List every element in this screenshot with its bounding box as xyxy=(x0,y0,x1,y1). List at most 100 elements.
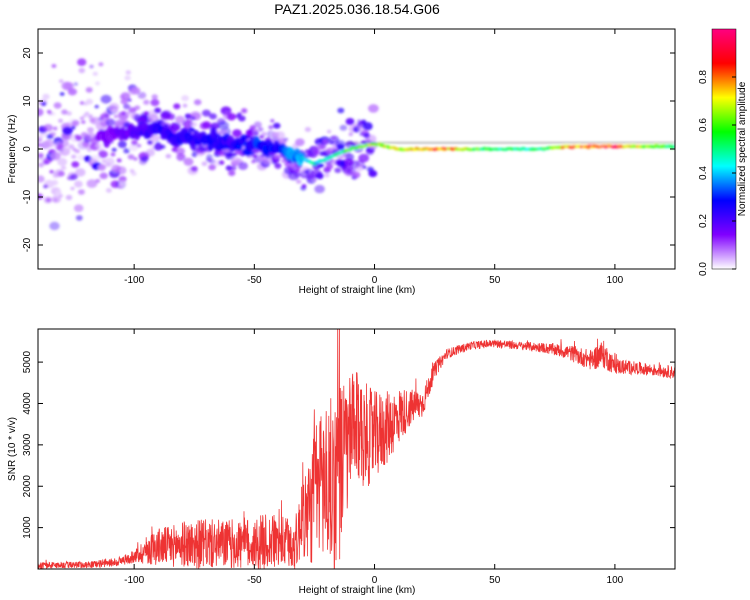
spectrogram-noise-blob xyxy=(51,195,62,204)
snr-series-line xyxy=(38,329,675,569)
spectrogram-noise-blob xyxy=(71,161,80,168)
spectrogram-noise-blob xyxy=(77,154,85,161)
spectrogram-noise-blob xyxy=(92,71,99,76)
spectrogram-noise-blob xyxy=(362,122,373,131)
spectrogram-noise-blob xyxy=(352,171,361,179)
spectrogram-noise-blob xyxy=(121,111,127,116)
spectrogram-noise-blob xyxy=(60,165,67,171)
spectrogram-noise-blob xyxy=(95,142,103,149)
spectrogram-y-tick-label: -10 xyxy=(22,189,33,204)
spectrogram-x-tick-label: 100 xyxy=(607,275,624,286)
spectrogram-noise-blob xyxy=(57,157,68,166)
spectrogram-noise-blob xyxy=(124,104,132,110)
spectrogram-noise-blob xyxy=(337,107,345,114)
spectrogram-noise-blob xyxy=(296,179,302,184)
spectrogram-noise-blob xyxy=(51,179,59,186)
snr-x-axis-label: Height of straight line (km) xyxy=(299,585,416,596)
spectrogram-noise-blob xyxy=(89,154,101,164)
spectrogram-noise-blob xyxy=(124,75,131,81)
spectrogram-noise-blob xyxy=(226,113,237,121)
spectrogram-noise-blob xyxy=(150,99,160,107)
spectrogram-noise-blob xyxy=(225,165,233,171)
spectrogram-noise-blob xyxy=(59,92,65,96)
spectrogram-y-tick-label: 20 xyxy=(22,47,33,59)
spectrogram-noise-blob xyxy=(202,109,211,117)
spectrogram-noise-blob xyxy=(49,151,61,161)
spectrogram-x-tick-label: -50 xyxy=(247,275,262,286)
spectrogram-noise-blob xyxy=(51,112,56,116)
spectrogram-noise-blob xyxy=(71,119,80,127)
spectrogram-noise-blob xyxy=(358,153,370,163)
spectrogram-noise-blob xyxy=(77,58,87,66)
spectrogram-noise-blob xyxy=(79,116,85,121)
spectrogram-noise-blob xyxy=(315,172,324,180)
snr-x-tick-label: -100 xyxy=(124,575,144,586)
spectrogram-noise-blob xyxy=(184,113,192,119)
spectrogram-noise-blob xyxy=(136,144,142,148)
spectrogram-noise-blob xyxy=(368,104,379,113)
spectrogram-noise-blob xyxy=(295,138,305,147)
snr-x-tick-label: 0 xyxy=(372,575,378,586)
spectrogram-noise-blob xyxy=(362,165,367,169)
spectrogram-noise-blob xyxy=(81,120,86,124)
spectrogram-noise-blob xyxy=(51,64,57,68)
spectrogram-noise-blob xyxy=(75,135,83,141)
colorbar-tick-label: 0.0 xyxy=(698,262,709,276)
spectrogram-noise-blob xyxy=(361,119,367,124)
spectrogram-noise-blob xyxy=(232,129,242,138)
spectrogram-noise-blob xyxy=(321,139,329,145)
spectrogram-noise-blob xyxy=(301,184,307,188)
spectrogram-noise-blob xyxy=(115,166,127,175)
spectrogram-noise-blob xyxy=(71,125,76,130)
spectrogram-noise-blob xyxy=(42,93,50,100)
spectrogram-noise-blob xyxy=(116,158,122,163)
spectrogram-noise-blob xyxy=(365,134,377,144)
spectrogram-noise-blob xyxy=(58,193,64,198)
spectrogram-x-axis-label: Height of straight line (km) xyxy=(299,285,416,296)
colorbar-scale xyxy=(711,28,737,270)
spectrogram-noise-blob xyxy=(208,164,216,171)
spectrogram-noise-blob xyxy=(281,159,286,163)
spectrogram-noise-blob xyxy=(111,147,117,152)
spectrogram-noise-blob xyxy=(151,134,160,142)
spectrogram-noise-blob xyxy=(38,175,45,183)
spectrogram-noise-blob xyxy=(190,166,198,172)
snr-y-axis-label: SNR (10 * v/v) xyxy=(7,417,18,481)
spectrogram-noise-blob xyxy=(335,140,346,149)
spectrogram-noise-blob xyxy=(68,144,75,150)
colorbar-label: Normalized spectral amplitude xyxy=(737,81,748,216)
spectrogram-noise-blob xyxy=(128,107,137,114)
spectrogram-noise-blob xyxy=(314,184,325,194)
spectrogram-noise-blob xyxy=(67,88,77,96)
snr-y-tick-label: 2000 xyxy=(22,475,33,498)
spectrogram-noise-blob xyxy=(52,126,58,131)
spectrogram-noise-blob xyxy=(117,140,127,148)
spectrogram-noise-blob xyxy=(78,67,86,74)
spectrogram-noise-blob xyxy=(49,170,54,174)
spectrogram-noise-blob xyxy=(50,131,56,137)
snr-y-tick-label: 1000 xyxy=(22,516,33,539)
spectrogram-noise-blob xyxy=(105,118,116,127)
spectrogram-noise-blob xyxy=(173,103,181,110)
spectrogram-noise-blob xyxy=(230,165,237,171)
spectrogram-noise-blob xyxy=(169,122,181,131)
spectrogram-noise-blob xyxy=(145,148,155,157)
spectrogram-ridge-blob xyxy=(672,145,675,148)
spectrogram-noise-blob xyxy=(53,102,62,109)
spectrogram-noise-blob xyxy=(129,169,135,173)
spectrogram-noise-blob xyxy=(59,139,69,148)
spectrogram-y-tick-label: 10 xyxy=(22,95,33,107)
spectrogram-noise-blob xyxy=(147,140,153,145)
spectrogram-noise-blob xyxy=(313,178,317,182)
spectrogram-ridge-blob xyxy=(586,146,591,149)
spectrogram-noise-blob xyxy=(127,98,132,102)
spectrogram-noise-blob xyxy=(94,105,99,109)
spectrogram-noise-blob xyxy=(131,87,141,95)
spectrogram-noise-blob xyxy=(55,190,62,195)
spectrogram-noise-blob xyxy=(154,107,162,114)
spectrogram-noise-blob xyxy=(43,124,53,132)
spectrogram-noise-blob xyxy=(354,163,364,172)
spectrogram-noise-blob xyxy=(270,119,275,123)
